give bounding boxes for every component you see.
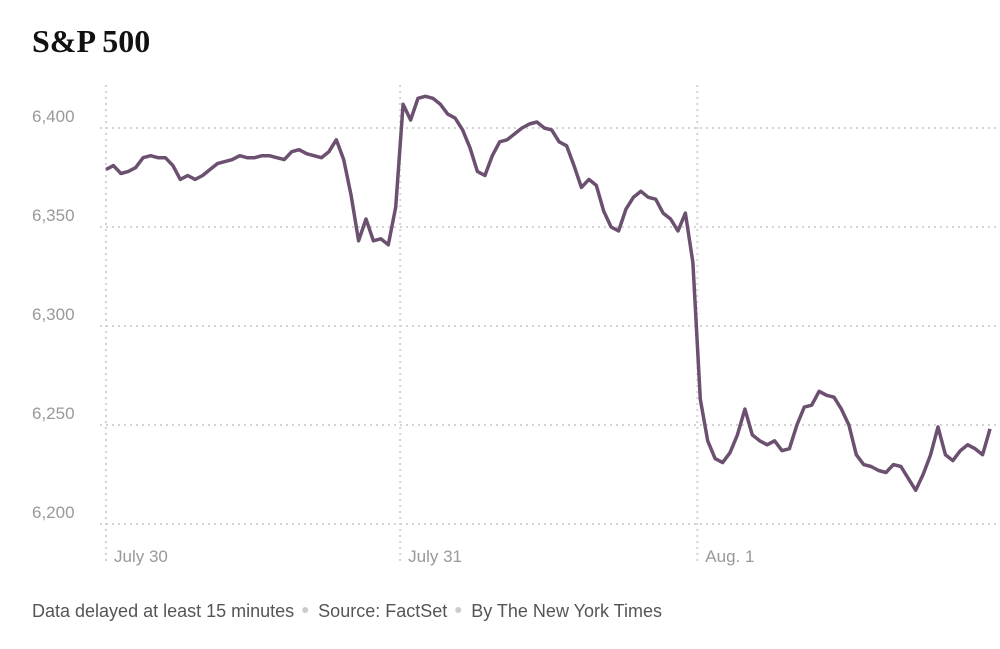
separator-dot: [455, 607, 462, 613]
y-tick-label: 6,350: [32, 206, 75, 225]
chart-title: S&P 500: [32, 23, 150, 59]
footer-text: Source: FactSet: [318, 601, 447, 621]
separator-dot: [302, 607, 309, 613]
price-line: [105, 94, 992, 493]
x-tick-label: July 31: [408, 547, 462, 566]
footer-text: Data delayed at least 15 minutes: [32, 601, 294, 621]
x-tick-label: July 30: [114, 547, 168, 566]
footer-text: By The New York Times: [471, 601, 662, 621]
y-tick-label: 6,250: [32, 404, 75, 423]
x-tick-label: Aug. 1: [705, 547, 754, 566]
y-tick-label: 6,300: [32, 305, 75, 324]
y-tick-label: 6,200: [32, 503, 75, 522]
y-tick-label: 6,400: [32, 107, 75, 126]
